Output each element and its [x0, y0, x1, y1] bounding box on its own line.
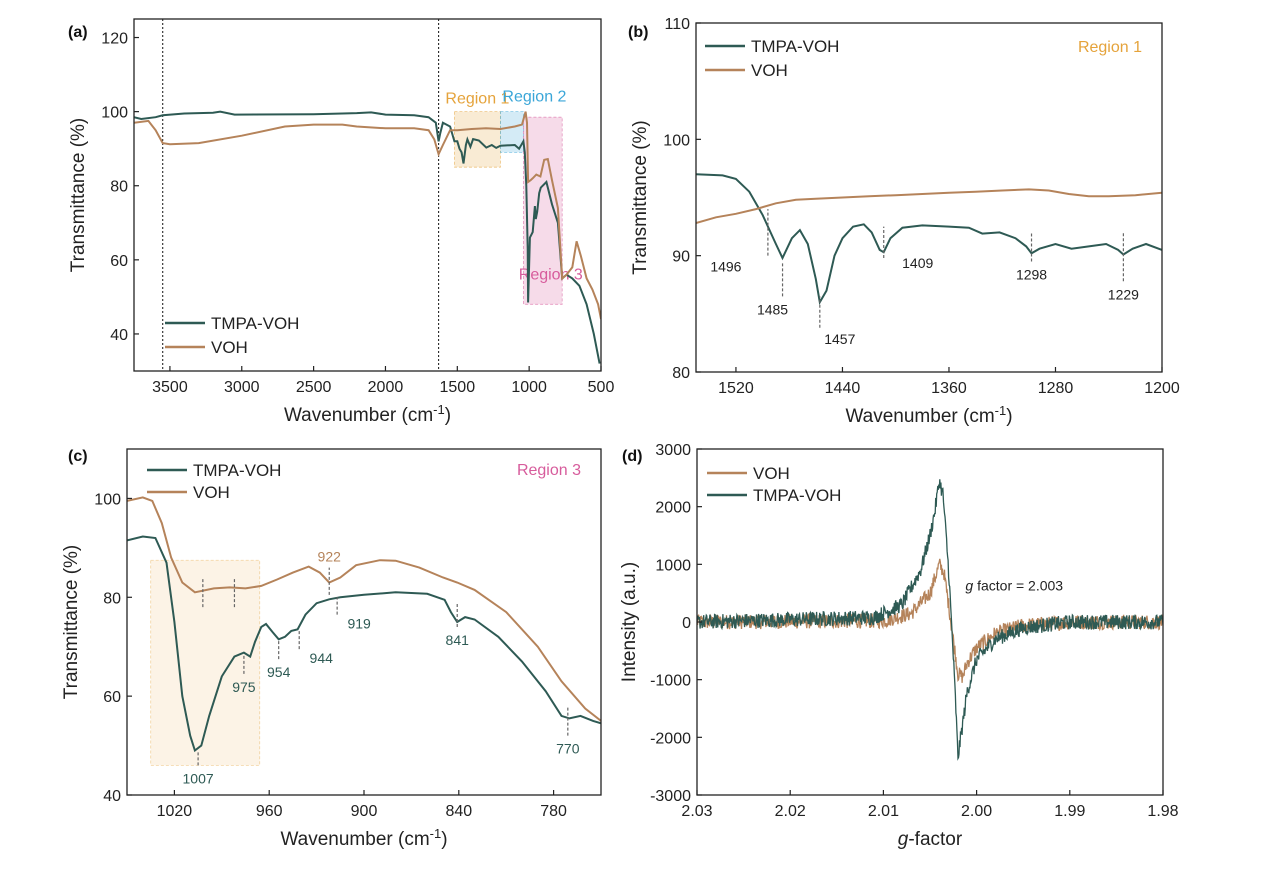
- peak-label: 1485: [757, 301, 788, 317]
- y-tick-label: 80: [672, 365, 690, 382]
- y-tick-label: 60: [103, 689, 121, 706]
- x-tick-label: 1.99: [1054, 803, 1085, 820]
- y-tick-label: 1000: [655, 557, 691, 574]
- panel-label: (d): [622, 448, 642, 465]
- y-tick-label: 3000: [655, 442, 691, 459]
- series-line-tmpa-voh: [127, 535, 601, 753]
- plot-frame: [695, 22, 1163, 373]
- series-line-tmpa-voh: [696, 173, 1162, 306]
- peak-label: 919: [347, 616, 371, 632]
- x-tick-label: 1520: [718, 380, 754, 397]
- x-tick-label: 2500: [296, 379, 332, 396]
- region-label: Region 1: [445, 91, 509, 108]
- y-axis-title: Transmittance (%): [68, 118, 89, 273]
- legend-label: TMPA-VOH: [193, 461, 281, 480]
- region-title: Region 3: [517, 462, 581, 479]
- x-tick-label: 2.01: [868, 803, 899, 820]
- x-axis-title: Wavenumber (cm-1): [845, 403, 1012, 427]
- series-line-voh: [134, 111, 601, 320]
- y-tick-label: 100: [94, 491, 121, 508]
- x-tick-label: 2000: [368, 379, 404, 396]
- y-tick-label: 40: [110, 327, 128, 344]
- y-tick-label: -2000: [650, 730, 691, 747]
- series-line-tmpa-voh: [134, 110, 601, 364]
- x-tick-label: 1020: [157, 803, 193, 820]
- x-tick-label: 1280: [1038, 380, 1074, 397]
- series-line-voh: [696, 188, 1162, 225]
- peak-label: 770: [556, 741, 580, 757]
- legend-label: VOH: [751, 61, 788, 80]
- x-tick-label: 3000: [224, 379, 260, 396]
- peak-label: 1298: [1016, 266, 1047, 282]
- x-tick-label: 3500: [152, 379, 188, 396]
- x-tick-label: 500: [588, 379, 615, 396]
- y-axis-title: Transmittance (%): [61, 545, 82, 700]
- x-tick-label: 840: [445, 803, 472, 820]
- region-box: [150, 559, 261, 766]
- y-tick-label: 60: [110, 253, 128, 270]
- x-tick-label: 2.00: [961, 803, 992, 820]
- x-tick-label: 1440: [825, 380, 861, 397]
- y-axis-title: Transmittance (%): [630, 120, 651, 275]
- y-tick-label: 120: [101, 31, 128, 48]
- peak-label: 1496: [710, 259, 741, 275]
- region-label: Region 2: [502, 89, 566, 106]
- x-axis-title: Wavenumber (cm-1): [280, 826, 447, 850]
- x-tick-label: 1.98: [1147, 803, 1178, 820]
- y-axis-title: Intensity (a.u.): [619, 562, 640, 682]
- x-tick-label: 1500: [440, 379, 476, 396]
- peak-label: 841: [446, 632, 470, 648]
- legend-label: VOH: [753, 464, 790, 483]
- region-title: Region 1: [1078, 39, 1142, 56]
- g-factor-annotation: g factor = 2.003: [965, 577, 1063, 593]
- panel-b: 1496 1485 1457 1409 1298 1229 1520 1440 1360 1280…: [628, 16, 1180, 427]
- y-tick-label: 100: [101, 105, 128, 122]
- x-axis-title: g-factor: [898, 829, 963, 850]
- region-box: [500, 111, 524, 153]
- panel-label: (c): [68, 448, 88, 465]
- y-tick-label: 80: [103, 590, 121, 607]
- legend-label: TMPA-VOH: [211, 314, 299, 333]
- x-tick-label: 960: [256, 803, 283, 820]
- peak-label: 954: [267, 664, 291, 680]
- legend-label: VOH: [193, 483, 230, 502]
- x-tick-label: 780: [540, 803, 567, 820]
- y-tick-label: 110: [664, 16, 690, 33]
- y-tick-label: 80: [110, 179, 128, 196]
- x-tick-label: 900: [351, 803, 378, 820]
- panel-c: 922 1007 975 954 944 919 841 770 1020 960 900 840 78…: [61, 448, 602, 850]
- peak-label: 922: [318, 549, 342, 565]
- y-tick-label: 2000: [655, 500, 691, 517]
- peak-label: 1409: [902, 255, 933, 271]
- y-tick-label: 90: [672, 249, 690, 266]
- x-tick-label: 1000: [511, 379, 547, 396]
- x-tick-label: 2.02: [775, 803, 806, 820]
- series-line-tmpa-voh: [697, 479, 1163, 761]
- x-tick-label: 1200: [1144, 380, 1180, 397]
- peak-label: 1229: [1108, 286, 1139, 302]
- y-tick-label: -3000: [650, 788, 691, 805]
- x-tick-label: 2.03: [681, 803, 712, 820]
- peak-label: 975: [232, 679, 256, 695]
- legend-label: TMPA-VOH: [751, 37, 839, 56]
- peak-label: 1457: [824, 331, 855, 347]
- peak-label: 1007: [183, 770, 214, 786]
- y-tick-label: -1000: [650, 673, 691, 690]
- y-tick-label: 40: [103, 788, 121, 805]
- region-label: Region 3: [519, 266, 583, 283]
- x-tick-label: 1360: [931, 380, 967, 397]
- x-axis-title: Wavenumber (cm-1): [284, 402, 451, 426]
- panel-d: 2.03 2.02 2.01 2.00 1.99 1.98 -3000 -2000 -1000 0…: [619, 442, 1179, 850]
- legend-label: VOH: [211, 338, 248, 357]
- panel-label: (b): [628, 24, 648, 41]
- peak-label: 944: [310, 650, 334, 666]
- series-line-voh: [127, 496, 601, 722]
- y-tick-label: 100: [663, 132, 690, 149]
- legend-label: TMPA-VOH: [753, 486, 841, 505]
- plot-frame: [133, 18, 602, 372]
- y-tick-label: 0: [682, 615, 691, 632]
- panel-label: (a): [68, 24, 88, 41]
